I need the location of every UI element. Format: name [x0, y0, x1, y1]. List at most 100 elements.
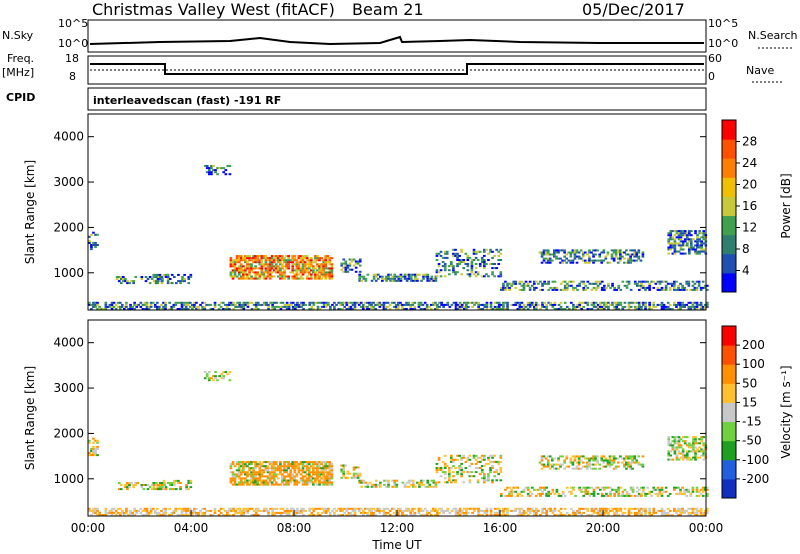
power-cell [612, 259, 616, 262]
velocity-cell [551, 511, 555, 514]
velocity-cell [443, 481, 447, 484]
velocity-cell [330, 481, 334, 484]
power-cell [368, 301, 371, 304]
power-cell [360, 275, 364, 278]
power-cell [260, 267, 264, 270]
power-cell [700, 232, 703, 235]
velocity-cell [201, 514, 204, 516]
velocity-cell [312, 469, 315, 472]
velocity-cell [483, 458, 486, 461]
power-cell [563, 288, 567, 291]
velocity-cell [250, 473, 253, 476]
velocity-cell [320, 463, 323, 466]
power-cell [368, 308, 371, 310]
velocity-cell [163, 484, 166, 486]
power-cell [662, 280, 666, 283]
power-cell [183, 278, 186, 280]
velocity-cell [399, 509, 402, 512]
power-cell [458, 305, 462, 308]
power-cell [239, 267, 243, 270]
velocity-cell [452, 460, 455, 463]
power-cell [181, 278, 184, 280]
velocity-cell [439, 469, 443, 471]
velocity-cell [214, 377, 217, 380]
power-cell [437, 265, 441, 268]
power-cell [544, 251, 548, 254]
velocity-cell [248, 469, 251, 472]
velocity-cell [518, 509, 522, 512]
power-cell [299, 269, 303, 272]
power-cell [254, 303, 258, 306]
power-cell [98, 308, 101, 310]
power-cell [341, 308, 345, 310]
velocity-cell [382, 514, 386, 516]
power-cell [287, 263, 290, 266]
power-cell [318, 269, 321, 272]
power-cell [470, 269, 474, 272]
power-cell [307, 273, 311, 276]
power-cell [699, 288, 703, 291]
velocity-cell [281, 465, 284, 468]
power-cell [283, 271, 286, 274]
velocity-cell [360, 481, 364, 484]
power-cell [277, 265, 280, 268]
power-cell [428, 277, 432, 280]
velocity-cell [689, 494, 693, 497]
power-cell [158, 305, 161, 308]
velocity-cell [301, 477, 305, 480]
velocity-cell [222, 375, 226, 378]
power-cell [260, 261, 264, 264]
power-cell [328, 269, 332, 272]
power-cell [557, 308, 561, 310]
velocity-cell [456, 471, 459, 474]
velocity-cell [609, 509, 612, 512]
power-cell [156, 308, 159, 310]
velocity-cell [694, 452, 697, 455]
velocity-cell [695, 511, 699, 514]
power-cell [248, 259, 251, 262]
velocity-cell [648, 492, 651, 495]
power-cell [619, 257, 622, 260]
power-cell [160, 282, 164, 285]
power-cell [603, 301, 606, 304]
velocity-cell [175, 488, 178, 491]
power-cell [283, 277, 286, 280]
velocity-cell [703, 511, 707, 514]
power-cell [695, 308, 699, 310]
velocity-cell [694, 458, 697, 461]
power-cell [178, 301, 182, 304]
velocity-cell [164, 486, 168, 489]
velocity-cell [360, 479, 364, 482]
power-cell [333, 305, 336, 308]
velocity-cell [642, 509, 645, 512]
velocity-cell [179, 488, 182, 491]
power-cell [293, 277, 297, 280]
power-cell [596, 280, 600, 283]
velocity-cell [283, 483, 286, 486]
velocity-cell [688, 458, 691, 461]
velocity-cell [598, 463, 602, 466]
velocity-cell [307, 479, 311, 482]
power-cell [90, 303, 93, 306]
power-cell [559, 249, 562, 252]
velocity-cell [700, 454, 703, 457]
y-tick-label: 4000 [53, 130, 84, 144]
power-cell [289, 303, 293, 306]
velocity-cell [407, 485, 411, 488]
power-cell [636, 305, 639, 308]
power-cell [322, 275, 325, 278]
velocity-cell [240, 514, 244, 516]
power-cell [669, 236, 673, 239]
power-cell [258, 259, 262, 262]
power-cell [232, 308, 235, 310]
power-cell [694, 248, 697, 251]
velocity-cell [668, 514, 672, 516]
power-cell [594, 253, 597, 256]
velocity-cell [177, 482, 180, 484]
velocity-cell [675, 492, 678, 495]
velocity-cell [424, 485, 427, 488]
power-cell [598, 253, 602, 256]
power-cell [237, 265, 241, 268]
power-cell [497, 254, 501, 257]
